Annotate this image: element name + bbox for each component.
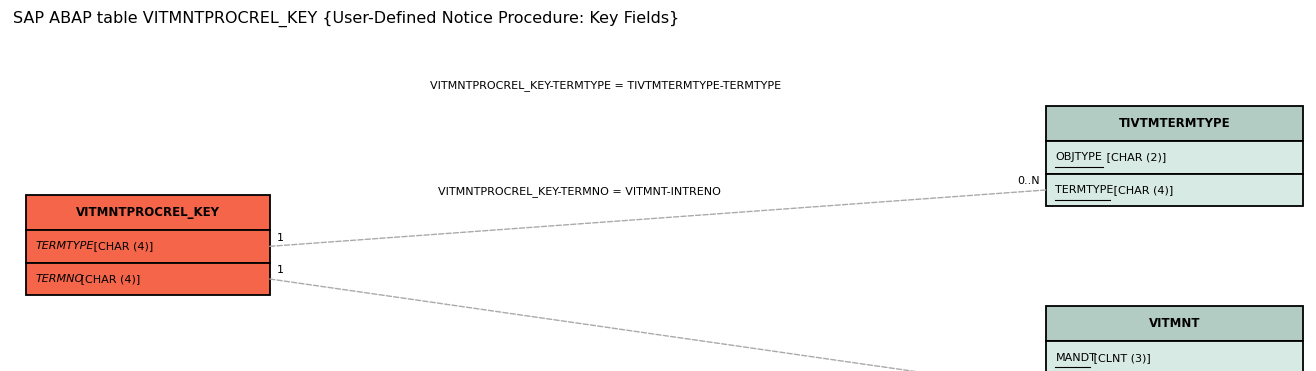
Text: [CHAR (4)]: [CHAR (4)] — [1111, 185, 1174, 195]
Text: TERMTYPE: TERMTYPE — [1055, 185, 1113, 195]
Bar — [1046, 341, 1303, 371]
Text: [CHAR (4)]: [CHAR (4)] — [91, 242, 154, 251]
Bar — [26, 230, 270, 263]
Bar — [26, 195, 270, 230]
Text: [CLNT (3)]: [CLNT (3)] — [1090, 353, 1150, 362]
Bar — [1046, 141, 1303, 174]
Text: 0..N: 0..N — [1017, 176, 1040, 186]
Bar — [26, 263, 270, 295]
Bar — [1046, 106, 1303, 141]
Text: VITMNTPROCREL_KEY-TERMTYPE = TIVTMTERMTYPE-TERMTYPE: VITMNTPROCREL_KEY-TERMTYPE = TIVTMTERMTY… — [430, 80, 780, 91]
Text: [CHAR (2)]: [CHAR (2)] — [1103, 152, 1166, 162]
Text: VITMNT: VITMNT — [1149, 317, 1200, 330]
Text: [CHAR (4)]: [CHAR (4)] — [76, 274, 139, 284]
Text: 1: 1 — [276, 233, 283, 243]
Text: TERMTYPE: TERMTYPE — [36, 242, 93, 251]
Text: SAP ABAP table VITMNTPROCREL_KEY {User-Defined Notice Procedure: Key Fields}: SAP ABAP table VITMNTPROCREL_KEY {User-D… — [13, 11, 679, 27]
Text: OBJTYPE: OBJTYPE — [1055, 152, 1103, 162]
Text: 1: 1 — [276, 265, 283, 275]
Text: VITMNTPROCREL_KEY-TERMNO = VITMNT-INTRENO: VITMNTPROCREL_KEY-TERMNO = VITMNT-INTREN… — [438, 186, 720, 197]
Text: VITMNTPROCREL_KEY: VITMNTPROCREL_KEY — [76, 206, 220, 219]
Text: TIVTMTERMTYPE: TIVTMTERMTYPE — [1119, 117, 1230, 130]
Text: MANDT: MANDT — [1055, 353, 1096, 362]
Bar — [1046, 174, 1303, 206]
Text: TERMNO: TERMNO — [36, 274, 84, 284]
Bar — [1046, 306, 1303, 341]
